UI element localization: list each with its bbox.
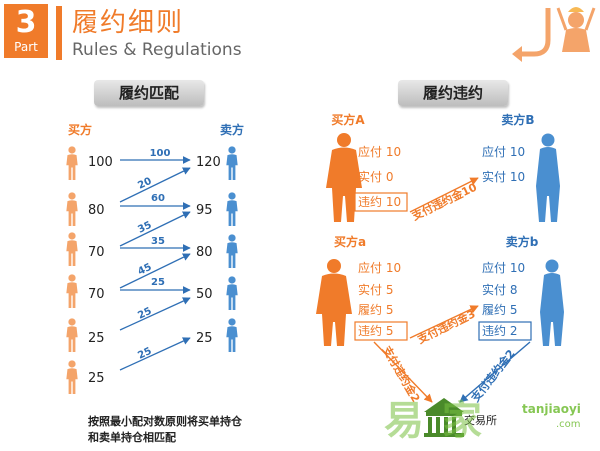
case2-buyer-row: 实付 5 xyxy=(358,282,393,297)
case2-buyer-row: 履约 5 xyxy=(358,302,393,317)
decor-figure-icon xyxy=(512,7,596,62)
match-label: 35 xyxy=(151,236,165,247)
part-badge: 3 Part xyxy=(4,4,48,58)
buyer-value: 80 xyxy=(88,203,105,218)
match-arrow xyxy=(119,337,191,371)
seller-person-icon xyxy=(226,318,238,352)
seller-person-icon xyxy=(226,276,238,310)
buyer-person-icon xyxy=(66,274,78,308)
buyer-value: 25 xyxy=(88,331,105,346)
section-title-default: 履约违约 xyxy=(398,80,508,106)
buyer-value: 100 xyxy=(88,155,113,170)
case1-buyer-row: 违约 10 xyxy=(358,194,401,209)
match-arrow xyxy=(119,167,191,203)
case1-buyer-label: 买方A xyxy=(331,112,365,127)
case1-buyer-row: 实付 0 xyxy=(358,169,393,184)
case1-buyer-silhouette-icon xyxy=(326,133,362,222)
matching-note: 按照最小配对数原则将买单持仓和卖单持仓相匹配 xyxy=(88,415,242,444)
section-title-matching: 履约匹配 xyxy=(94,80,204,106)
buyer-value: 70 xyxy=(88,287,105,302)
title-accent-bar xyxy=(56,6,62,60)
case2-seller-row: 履约 5 xyxy=(482,302,517,317)
buyer-person-icon xyxy=(66,318,78,352)
match-label: 35 xyxy=(136,220,153,236)
case2-seller-row: 应付 10 xyxy=(482,260,525,275)
case2-penalty-arrow-seller-to-exchange xyxy=(459,341,531,403)
case1-seller-row: 应付 10 xyxy=(482,144,525,159)
case1-seller-label: 卖方B xyxy=(501,112,534,127)
case2-seller-label: 卖方b xyxy=(506,234,539,249)
watermark-text: 易 家 xyxy=(384,398,484,444)
part-number: 3 xyxy=(15,5,37,40)
case2-seller-default-box xyxy=(478,321,532,341)
exchange-building-icon xyxy=(424,398,464,437)
watermark-domain: tanjiaoyi xyxy=(522,402,581,416)
case2-buyer-default-box xyxy=(354,321,408,341)
case2-buyer-row: 违约 5 xyxy=(358,323,393,338)
match-label: 25 xyxy=(136,306,153,322)
case1-penalty-arrow xyxy=(409,177,479,213)
seller-label: 卖方 xyxy=(220,122,244,137)
buyer-value: 25 xyxy=(88,371,105,386)
case1-default-box xyxy=(354,192,408,212)
match-arrows xyxy=(119,156,191,371)
buyer-person-icon xyxy=(66,232,78,266)
seller-value: 25 xyxy=(196,331,213,346)
exchange-label: 交易所 xyxy=(464,413,497,427)
case2-seller-silhouette-icon xyxy=(540,259,564,346)
buyer-person-icon xyxy=(66,192,78,226)
match-arrow xyxy=(119,253,191,289)
seller-person-icon xyxy=(226,192,238,226)
case1-seller-silhouette-icon xyxy=(536,133,560,222)
case1-penalty-label: 支付违约金10 xyxy=(409,180,480,224)
page-subtitle: Rules & Regulations xyxy=(72,40,242,60)
buyer-value: 70 xyxy=(88,245,105,260)
match-arrow xyxy=(119,211,191,247)
buyer-label: 买方 xyxy=(68,122,92,137)
match-label: 60 xyxy=(151,193,165,204)
match-label: 20 xyxy=(136,176,153,192)
case2-buyer-row: 应付 10 xyxy=(358,260,401,275)
case2-buyer-silhouette-icon xyxy=(316,259,352,346)
part-label: Part xyxy=(14,40,38,54)
watermark-tld: .com xyxy=(556,419,581,430)
seller-value: 120 xyxy=(196,155,221,170)
page-title: 履约细则 xyxy=(72,8,185,38)
buyer-people xyxy=(66,146,78,394)
case2-seller-row: 实付 8 xyxy=(482,282,517,297)
buyer-person-icon xyxy=(66,146,78,180)
seller-person-icon xyxy=(226,146,238,180)
buyer-person-icon xyxy=(66,360,78,394)
case2-buyer-label: 买方a xyxy=(334,234,366,249)
seller-value: 80 xyxy=(196,245,213,260)
seller-value: 50 xyxy=(196,287,213,302)
match-label: 100 xyxy=(150,148,171,159)
seller-people xyxy=(226,146,238,352)
match-label: 45 xyxy=(136,262,153,278)
case2-seller-row: 违约 2 xyxy=(482,323,517,338)
case1-seller-row: 实付 10 xyxy=(482,169,525,184)
case2-penalty-arrow-to-seller xyxy=(409,305,479,339)
match-arrow xyxy=(119,297,191,331)
case2-penalty-arrow-buyer-to-exchange xyxy=(373,341,433,403)
case2-penalty-label-to-seller: 支付违约金3 xyxy=(414,306,477,346)
case1-buyer-row: 应付 10 xyxy=(358,144,401,159)
match-label: 25 xyxy=(136,346,153,362)
match-label: 25 xyxy=(151,277,165,288)
seller-person-icon xyxy=(226,234,238,268)
seller-value: 95 xyxy=(196,203,213,218)
